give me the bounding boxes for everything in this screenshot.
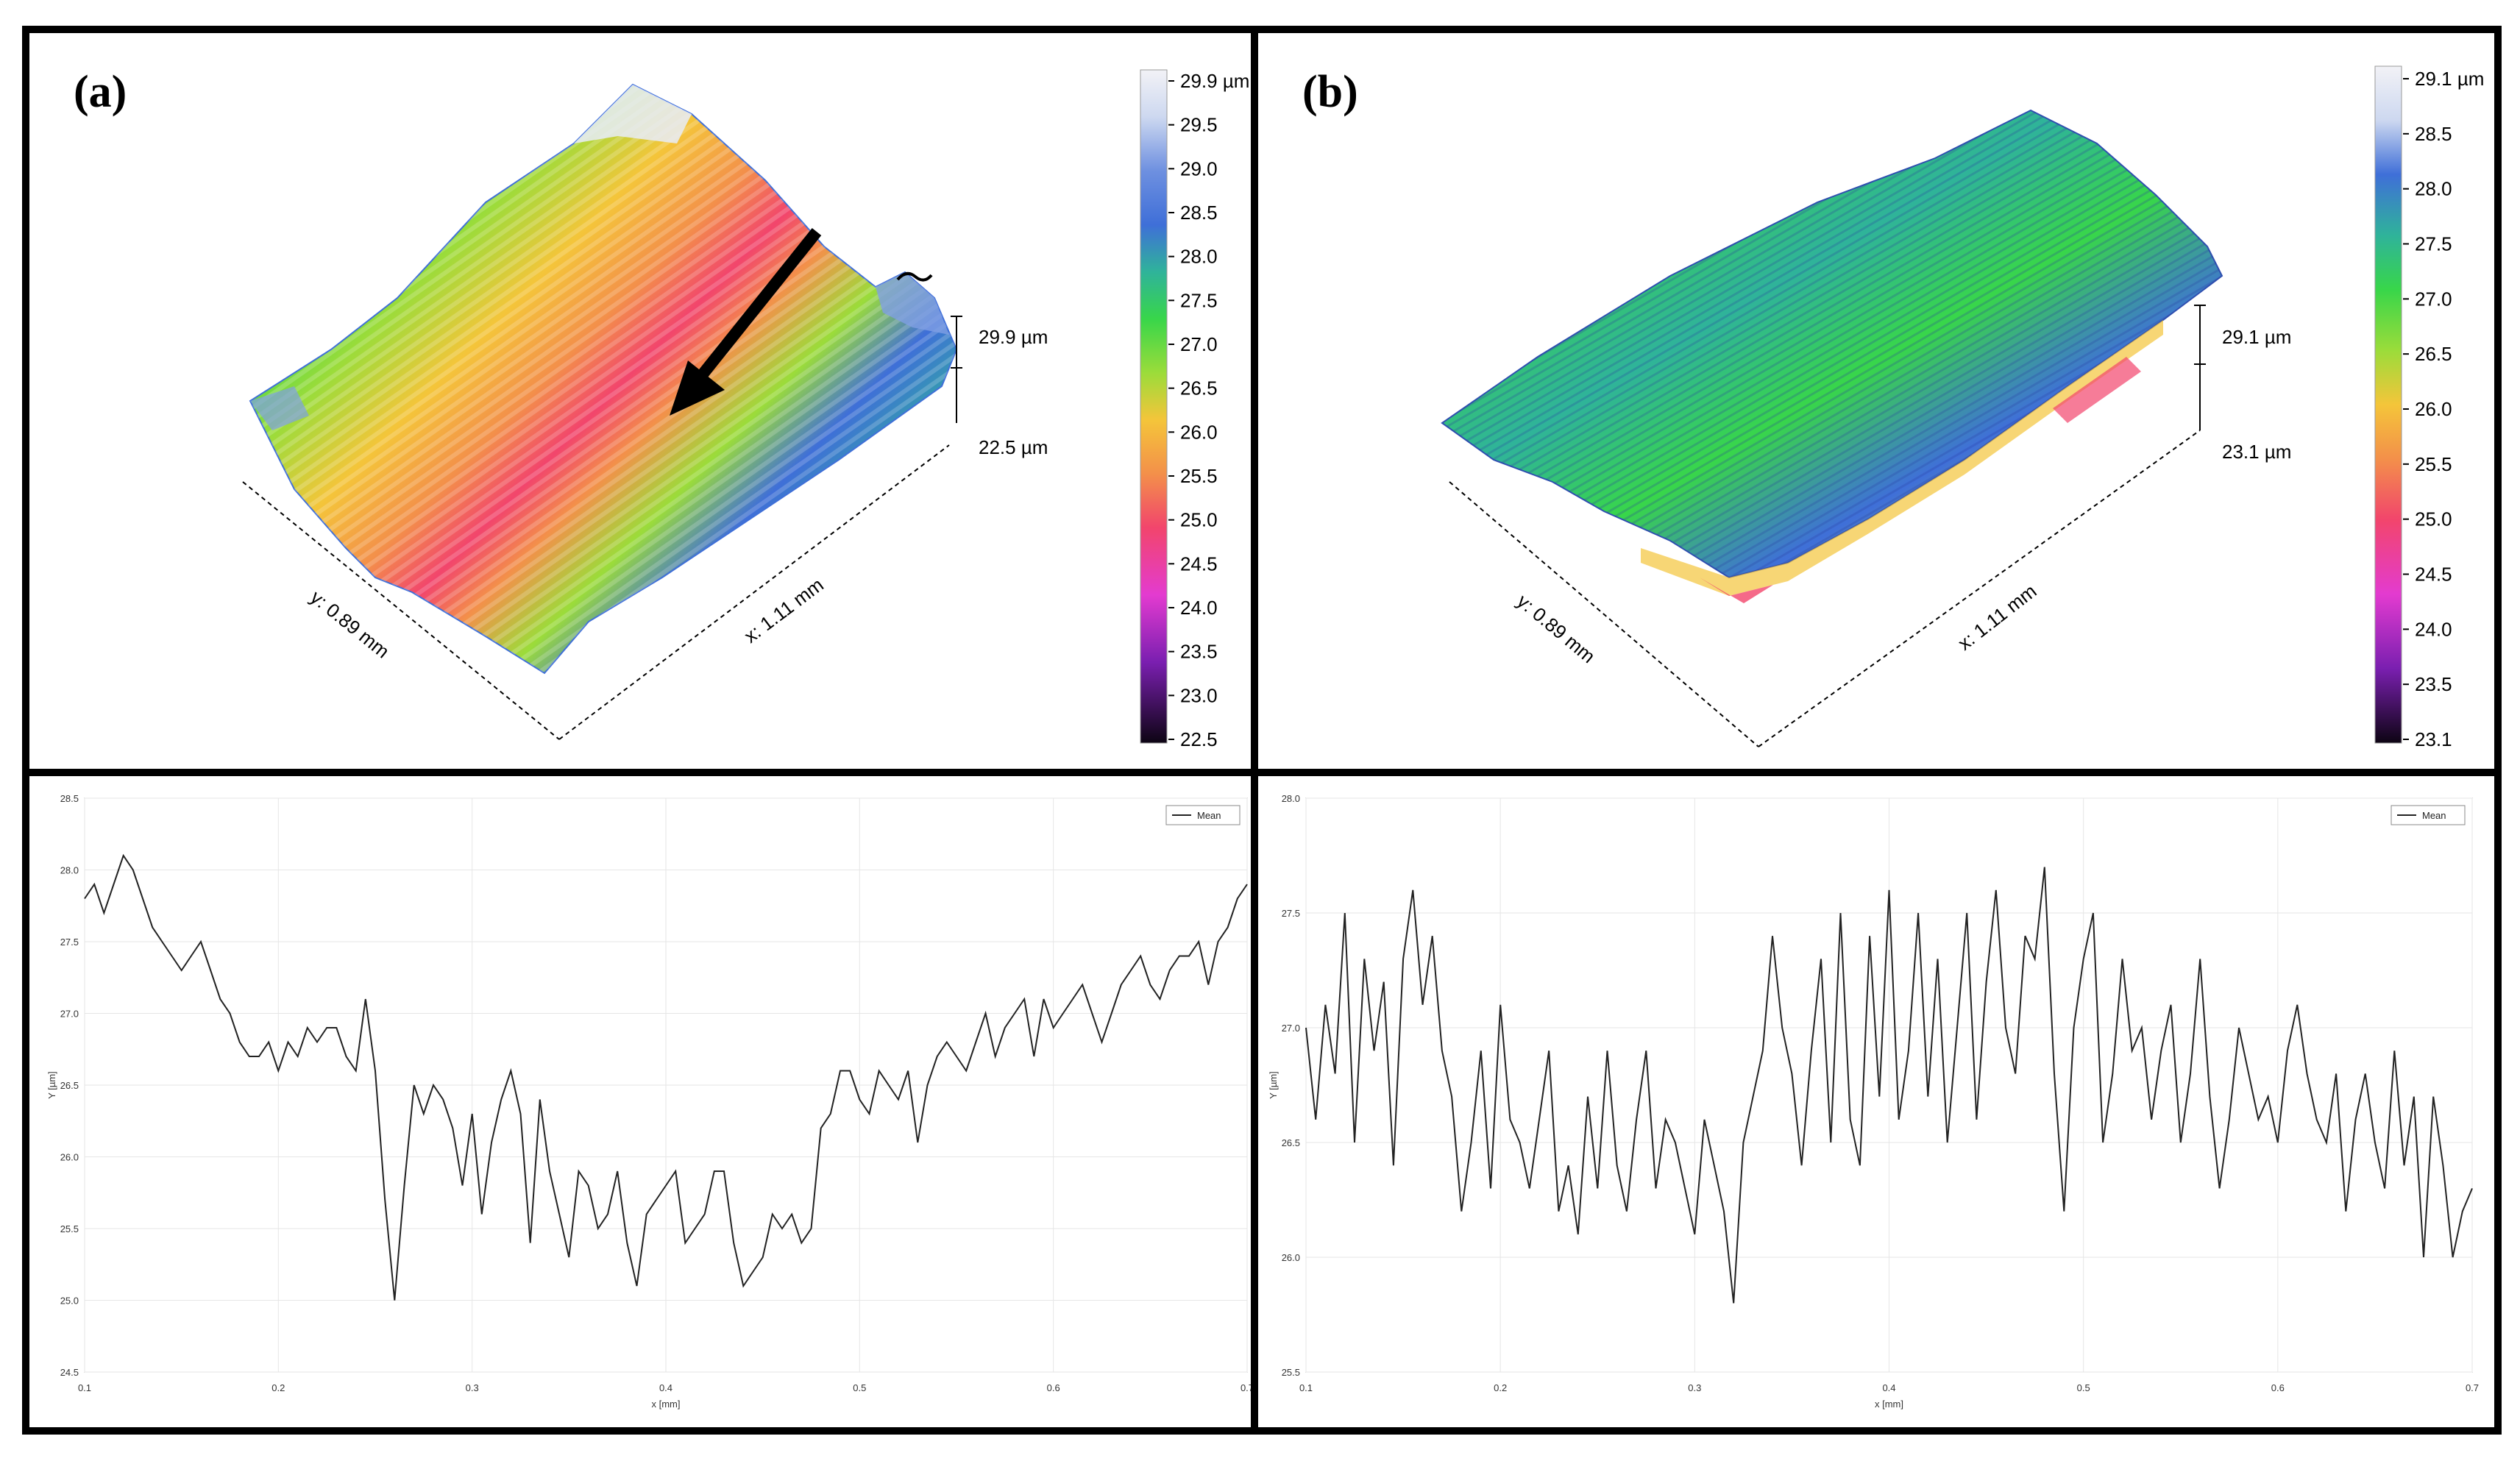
legend-label: Mean — [2422, 810, 2446, 821]
y-tick-label: 27.5 — [1282, 908, 1300, 919]
profile-chart-c: 0.1 0.2 0.3 0.4 0.5 0.6 0.7 24.5 25.0 25.5 26.0 26.… — [46, 793, 1251, 1410]
colorbar-tick-label: 23.0 — [1180, 684, 1218, 706]
x-tick-label: 0.6 — [1047, 1382, 1060, 1393]
colorbar-tick-label: 29.1 µm — [2415, 68, 2484, 90]
colorbar-tick-label: 23.1 — [2415, 728, 2452, 750]
x-axis-label: x [mm] — [652, 1399, 681, 1410]
colorbar-ticks-a: 29.9 µm 29.5 29.0 28.5 28.0 27.5 27.0 26.5 26.0 2… — [1168, 70, 1249, 750]
y-axis-label: Y [µm] — [46, 1071, 57, 1099]
colorbar-tick-label: 25.0 — [1180, 509, 1218, 531]
y-axis-line-b — [1449, 481, 1759, 747]
colorbar-tick-label: 28.0 — [2415, 178, 2452, 200]
y-tick-label: 26.0 — [60, 1152, 79, 1163]
y-axis-label-b: y: 0.89 mm — [1513, 590, 1600, 668]
x-tick-label: 0.4 — [1882, 1382, 1895, 1393]
colorbar-tick-label: 28.5 — [1180, 202, 1218, 224]
colorbar-tick-label: 25.5 — [2415, 453, 2452, 475]
panel-b-surface: (b) y: 0.89 mm x: 1.1 — [1251, 26, 2502, 776]
x-axis-label-a: x: 1.11 mm — [740, 574, 828, 647]
colorbar-tick-label: 24.0 — [1180, 597, 1218, 619]
z-top-label-a: 29.9 µm — [979, 326, 1048, 348]
y-tick-label: 25.5 — [60, 1223, 79, 1234]
colorbar-tick-label: 24.0 — [2415, 618, 2452, 640]
x-tick-label: 0.6 — [2271, 1382, 2285, 1393]
colorbar-tick-label: 26.5 — [1180, 377, 1218, 399]
x-tick-label: 0.1 — [78, 1382, 91, 1393]
panel-a-label: (a) — [74, 67, 127, 117]
profile-chart-d: 0.1 0.2 0.3 0.4 0.5 0.6 0.7 25.5 26.0 26.5 27.0 27.… — [1268, 793, 2479, 1410]
y-tick-label: 26.5 — [1282, 1137, 1300, 1148]
y-tick-label: 25.5 — [1282, 1367, 1300, 1378]
series-line-mean — [1305, 867, 2473, 1304]
x-axis-label: x [mm] — [1875, 1399, 1903, 1410]
surface-plot-b: y: 0.89 mm x: 1.11 mm 29.1 µm 23.1 µm 29… — [1441, 65, 2484, 750]
panel-b-label: (b) — [1302, 67, 1358, 117]
surface-plot-a: y: 0.89 mm x: 1.11 mm 29.9 µm 22.5 µm 29… — [242, 69, 1249, 750]
y-tick-label: 28.0 — [1282, 793, 1300, 804]
colorbar-tick-label: 26.0 — [1180, 421, 1218, 443]
x-tick-label: 0.2 — [1494, 1382, 1507, 1393]
colorbar-tick-label: 25.5 — [1180, 465, 1218, 487]
legend-label: Mean — [1197, 810, 1221, 821]
y-tick-label: 28.5 — [60, 793, 79, 804]
x-tick-label: 0.7 — [1241, 1382, 1251, 1393]
tilde-mark — [896, 271, 933, 282]
z-bottom-label-a: 22.5 µm — [979, 436, 1048, 458]
x-tick-label: 0.2 — [271, 1382, 285, 1393]
colorbar-tick-label: 26.5 — [2415, 343, 2452, 365]
colorbar-tick-label: 24.5 — [1180, 552, 1218, 575]
y-tick-label: 25.0 — [60, 1296, 79, 1307]
colorbar-tick-label: 27.5 — [2415, 233, 2452, 255]
colorbar-tick-label: 28.5 — [2415, 123, 2452, 145]
colorbar-tick-label: 29.0 — [1180, 157, 1218, 180]
colorbar-tick-label: 27.5 — [1180, 289, 1218, 311]
y-tick-label: 24.5 — [60, 1367, 79, 1378]
y-tick-label: 26.0 — [1282, 1252, 1300, 1263]
colorbar-tick-label: 28.0 — [1180, 246, 1218, 268]
colorbar-tick-label: 27.0 — [2415, 288, 2452, 310]
x-tick-label: 0.5 — [853, 1382, 866, 1393]
colorbar-tick-label: 27.0 — [1180, 333, 1218, 355]
z-bottom-label-b: 23.1 µm — [2222, 441, 2291, 463]
x-tick-label: 0.5 — [2077, 1382, 2090, 1393]
x-axis-label-b: x: 1.11 mm — [1953, 580, 2040, 655]
y-tick-label: 27.5 — [60, 937, 79, 948]
x-tick-label: 0.3 — [1688, 1382, 1701, 1393]
colorbar-ticks-b: 29.1 µm 28.5 28.0 27.5 27.0 26.5 26.0 25.5 25.0 2… — [2403, 68, 2484, 750]
surface-a-peak — [574, 85, 692, 143]
panel-d-profile: 0.1 0.2 0.3 0.4 0.5 0.6 0.7 25.5 26.0 26.5 27.0 27.… — [1251, 769, 2502, 1435]
colorbar-b — [2374, 65, 2402, 744]
x-tick-label: 0.7 — [2466, 1382, 2479, 1393]
y-axis-line-a — [242, 481, 560, 740]
colorbar-tick-label: 29.5 — [1180, 114, 1218, 136]
x-tick-label: 0.4 — [659, 1382, 672, 1393]
z-top-label-b: 29.1 µm — [2222, 326, 2291, 348]
x-axis-line-b — [1758, 430, 2201, 747]
panel-a-surface: (a) — [22, 26, 1258, 776]
x-tick-label: 0.1 — [1299, 1382, 1313, 1393]
colorbar-a — [1140, 69, 1168, 744]
series-line-mean — [84, 853, 1248, 1301]
colorbar-tick-label: 26.0 — [2415, 398, 2452, 420]
y-axis-label: Y [µm] — [1268, 1071, 1279, 1099]
colorbar-tick-label: 22.5 — [1180, 728, 1218, 750]
panel-c-profile: 0.1 0.2 0.3 0.4 0.5 0.6 0.7 24.5 25.0 25.5 26.0 26.… — [22, 769, 1258, 1435]
y-tick-label: 27.0 — [60, 1009, 79, 1020]
colorbar-tick-label: 29.9 µm — [1180, 70, 1249, 92]
y-axis-label-a: y: 0.89 mm — [306, 586, 394, 662]
y-tick-label: 26.5 — [60, 1080, 79, 1091]
colorbar-tick-label: 23.5 — [1180, 641, 1218, 663]
x-tick-label: 0.3 — [466, 1382, 479, 1393]
y-tick-label: 27.0 — [1282, 1023, 1300, 1034]
arrow-line — [694, 228, 822, 383]
y-tick-label: 28.0 — [60, 865, 79, 876]
colorbar-tick-label: 25.0 — [2415, 508, 2452, 530]
colorbar-tick-label: 23.5 — [2415, 673, 2452, 695]
x-axis-line-a — [558, 444, 950, 740]
colorbar-tick-label: 24.5 — [2415, 564, 2452, 586]
arrow-head — [670, 360, 725, 416]
